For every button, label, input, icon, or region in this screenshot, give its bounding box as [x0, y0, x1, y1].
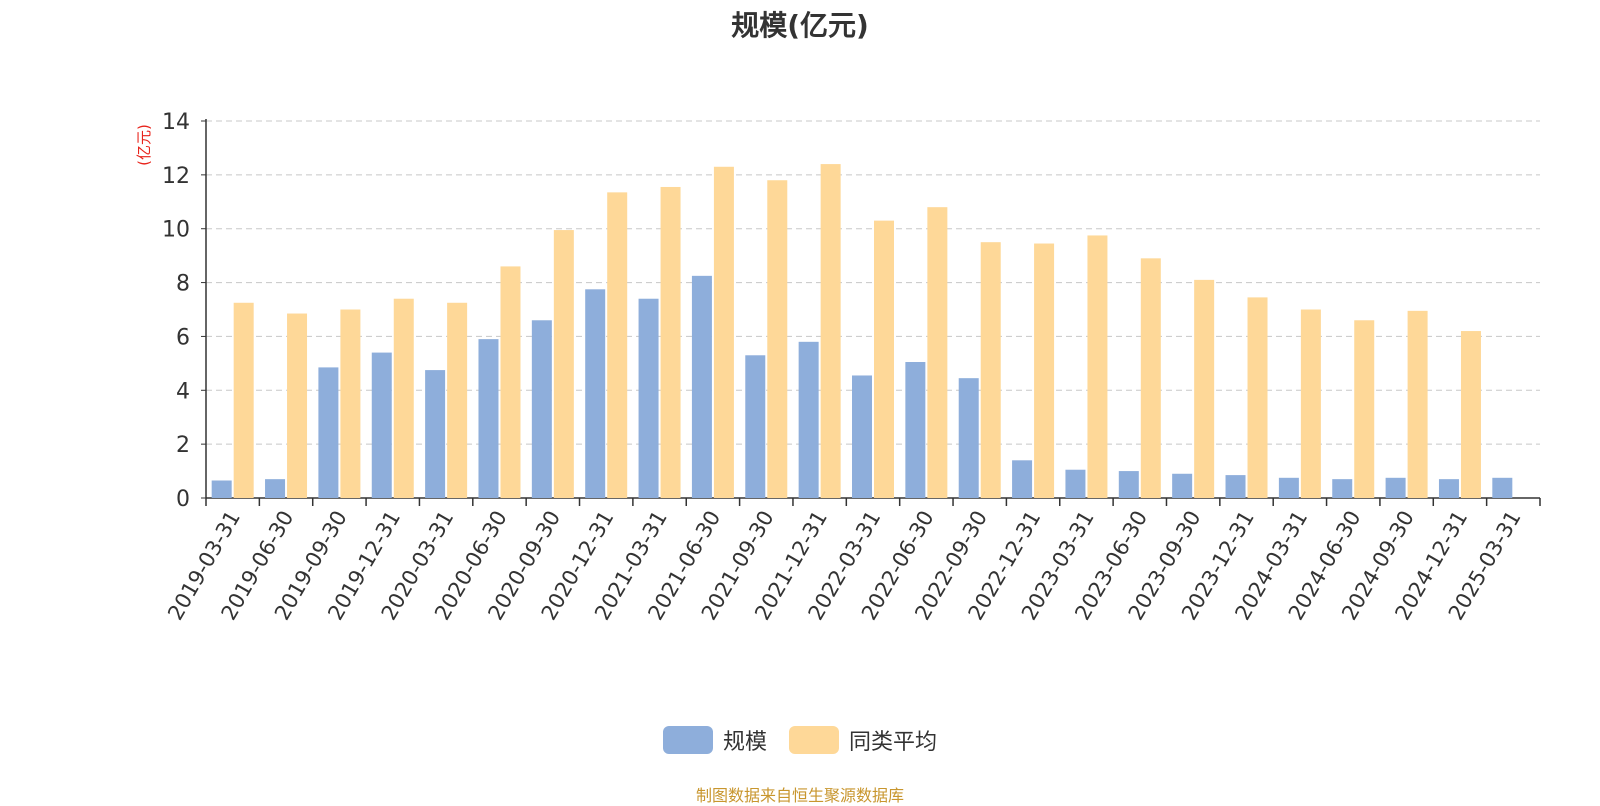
legend: 规模 同类平均 — [0, 724, 1600, 756]
bar-series-2 — [1300, 309, 1321, 498]
bar-series-1 — [1385, 477, 1406, 498]
bar-series-1 — [1438, 479, 1459, 498]
bar-series-1 — [371, 352, 392, 498]
y-tick-label: 10 — [162, 218, 190, 243]
y-tick-label: 0 — [176, 487, 190, 512]
bar-series-1 — [958, 378, 979, 498]
bar-series-2 — [980, 242, 1001, 498]
bar-series-1 — [1118, 471, 1139, 498]
bar-series-1 — [1012, 460, 1033, 498]
bar-series-1 — [318, 367, 339, 498]
bar-series-1 — [905, 362, 926, 498]
bar-series-1 — [1492, 477, 1513, 498]
y-axis-unit-label: (亿元) — [135, 124, 153, 166]
bar-series-1 — [1065, 469, 1086, 498]
bar-series-2 — [553, 230, 574, 498]
bar-series-2 — [1460, 331, 1481, 498]
y-tick-label: 8 — [176, 272, 190, 297]
bar-series-2 — [393, 298, 414, 498]
bar-series-2 — [1140, 258, 1161, 498]
bar-series-2 — [447, 302, 468, 498]
bar-series-2 — [927, 207, 948, 498]
bar-series-1 — [265, 479, 286, 498]
bar-series-1 — [531, 320, 552, 498]
legend-item-series-2[interactable]: 同类平均 — [789, 724, 937, 756]
bar-series-1 — [425, 370, 446, 498]
bar-series-1 — [638, 298, 659, 498]
bar-series-2 — [874, 220, 894, 498]
y-tick-label: 2 — [176, 433, 190, 458]
bar-series-1 — [1332, 479, 1353, 498]
bar-series-1 — [798, 341, 819, 498]
bar-series-2 — [1354, 320, 1375, 498]
legend-item-series-1[interactable]: 规模 — [662, 724, 767, 756]
bar-series-2 — [1407, 310, 1428, 498]
bar-series-2 — [660, 186, 681, 498]
bar-series-1 — [745, 355, 766, 498]
bar-series-1 — [852, 375, 872, 498]
legend-swatch-series-2 — [789, 726, 839, 754]
bar-series-1 — [1225, 475, 1246, 498]
bar-series-2 — [767, 180, 788, 498]
source-note: 制图数据来自恒生聚源数据库 — [695, 786, 904, 805]
bar-series-1 — [585, 289, 606, 498]
chart-title: 规模(亿元) — [731, 9, 869, 42]
bar-series-1 — [478, 339, 499, 498]
bar-series-2 — [287, 313, 308, 498]
bar-series-1 — [691, 275, 712, 498]
bar-series-2 — [713, 166, 734, 498]
bar-series-1 — [1172, 473, 1193, 498]
bar-series-2 — [1247, 297, 1268, 498]
y-tick-label: 14 — [162, 110, 190, 135]
legend-label-series-2: 同类平均 — [849, 730, 938, 755]
bar-series-1 — [211, 480, 232, 498]
bar-series-2 — [1194, 279, 1215, 498]
bar-series-2 — [1034, 243, 1055, 498]
bar-series-2 — [820, 164, 841, 499]
y-tick-label: 12 — [162, 164, 190, 189]
bar-series-2 — [1087, 235, 1108, 499]
bar-series-2 — [500, 266, 521, 498]
y-tick-label: 4 — [176, 379, 190, 404]
bar-series-1 — [1278, 477, 1299, 498]
bar-series-2 — [233, 302, 254, 498]
legend-swatch-series-1 — [662, 726, 713, 754]
bar-chart: 02468101214(亿元)2019-03-312019-06-302019-… — [135, 110, 1541, 624]
bar-series-2 — [340, 309, 361, 498]
bar-series-2 — [607, 192, 628, 498]
y-tick-label: 6 — [176, 325, 190, 350]
legend-label-series-1: 规模 — [722, 730, 767, 755]
